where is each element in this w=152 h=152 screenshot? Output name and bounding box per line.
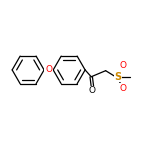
Text: O: O (120, 61, 127, 70)
Text: O: O (45, 65, 52, 74)
Text: S: S (114, 72, 121, 82)
Text: O: O (88, 86, 95, 95)
Text: O: O (120, 84, 127, 93)
